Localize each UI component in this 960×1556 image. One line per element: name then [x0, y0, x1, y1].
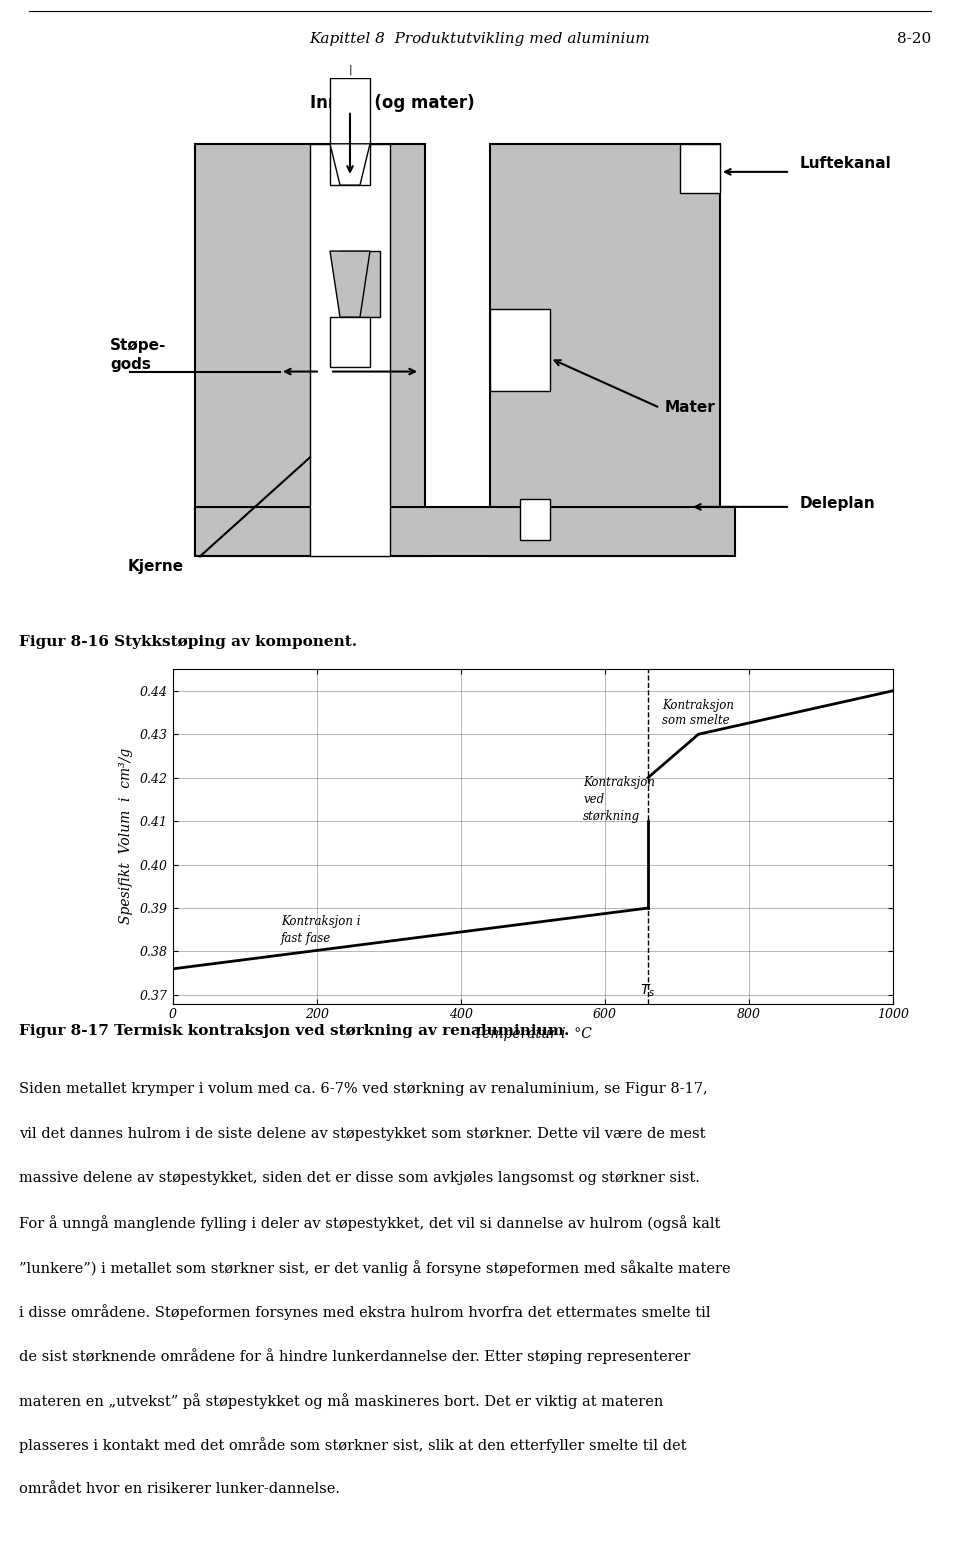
Text: vil det dannes hulrom i de siste delene av støpestykket som størkner. Dette vil : vil det dannes hulrom i de siste delene … — [19, 1127, 706, 1141]
Text: 8-20: 8-20 — [897, 31, 931, 45]
Polygon shape — [330, 251, 370, 317]
FancyBboxPatch shape — [330, 317, 370, 367]
FancyBboxPatch shape — [195, 143, 425, 557]
Text: Kapittel 8  Produktutvikling med aluminium: Kapittel 8 Produktutvikling med aluminiu… — [310, 31, 650, 45]
FancyBboxPatch shape — [310, 143, 390, 557]
Text: Støpe-
gods: Støpe- gods — [110, 338, 166, 372]
Text: materen en „utvekst” på støpestykket og må maskineres bort. Det er viktig at mat: materen en „utvekst” på støpestykket og … — [19, 1393, 663, 1408]
Text: Kontraksjon
ved
størkning: Kontraksjon ved størkning — [583, 776, 655, 823]
FancyBboxPatch shape — [340, 251, 380, 317]
Text: Deleplan: Deleplan — [800, 496, 876, 510]
FancyBboxPatch shape — [680, 143, 720, 193]
Text: området hvor en risikerer lunker-dannelse.: området hvor en risikerer lunker-dannels… — [19, 1481, 340, 1495]
Text: de sist størknende områdene for å hindre lunkerdannelse der. Etter støping repre: de sist størknende områdene for å hindre… — [19, 1349, 690, 1365]
Text: Luftekanal: Luftekanal — [800, 156, 892, 171]
X-axis label: Temperatur i  °C: Temperatur i °C — [474, 1027, 591, 1041]
Text: Siden metallet krymper i volum med ca. 6-7% ved størkning av renaluminium, se Fi: Siden metallet krymper i volum med ca. 6… — [19, 1083, 708, 1095]
Polygon shape — [330, 143, 370, 185]
FancyBboxPatch shape — [195, 507, 735, 557]
Text: massive delene av støpestykket, siden det er disse som avkjøles langsomst og stø: massive delene av støpestykket, siden de… — [19, 1172, 700, 1186]
FancyBboxPatch shape — [520, 498, 550, 540]
Text: Mater: Mater — [665, 400, 716, 415]
Text: $T_s$: $T_s$ — [640, 983, 656, 999]
Text: |: | — [348, 65, 351, 75]
Text: Innløp (og mater): Innløp (og mater) — [310, 93, 474, 112]
Text: Figur 8-16 Stykkstøping av komponent.: Figur 8-16 Stykkstøping av komponent. — [19, 635, 357, 649]
Text: For å unngå manglende fylling i deler av støpestykket, det vil si dannelse av hu: For å unngå manglende fylling i deler av… — [19, 1215, 721, 1231]
Text: Figur 8-17 Termisk kontraksjon ved størkning av renaluminium.: Figur 8-17 Termisk kontraksjon ved størk… — [19, 1024, 569, 1038]
Text: Kontraksjon i
fast fase: Kontraksjon i fast fase — [280, 915, 360, 944]
FancyBboxPatch shape — [330, 78, 370, 185]
Text: i disse områdene. Støpeformen forsynes med ekstra hulrom hvorfra det ettermates : i disse områdene. Støpeformen forsynes m… — [19, 1304, 710, 1319]
Text: Kjerne: Kjerne — [128, 559, 184, 574]
FancyBboxPatch shape — [490, 143, 720, 557]
FancyBboxPatch shape — [490, 308, 550, 392]
Y-axis label: Spesifikt  Volum  i  cm³/g: Spesifikt Volum i cm³/g — [119, 748, 133, 924]
Text: plasseres i kontakt med det område som størkner sist, slik at den etterfyller sm: plasseres i kontakt med det område som s… — [19, 1438, 686, 1453]
Text: ”lunkere”) i metallet som størkner sist, er det vanlig å forsyne støpeformen med: ”lunkere”) i metallet som størkner sist,… — [19, 1260, 731, 1276]
Text: Kontraksjon
som smelte: Kontraksjon som smelte — [662, 699, 734, 727]
